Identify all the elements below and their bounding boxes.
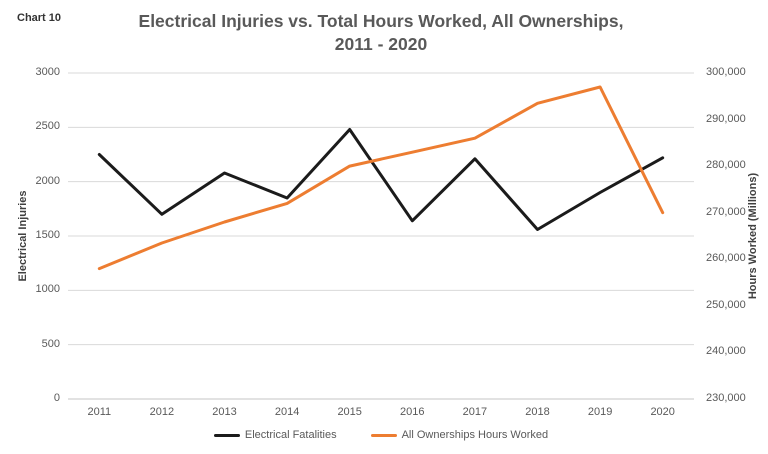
left-axis-tick: 500: [41, 337, 60, 350]
right-axis-tick: 230,000: [706, 392, 746, 404]
x-axis-tick: 2012: [149, 406, 175, 418]
right-axis-tick: 290,000: [706, 112, 746, 125]
legend-label-fatalities: Electrical Fatalities: [244, 429, 337, 441]
right-axis-tick: 280,000: [706, 159, 746, 172]
x-axis-tick: 2016: [400, 406, 425, 418]
chart-title: Electrical Injuries vs. Total Hours Work…: [68, 10, 694, 56]
chart-number-label: Chart 10: [17, 12, 62, 24]
fatalities-line-swatch-icon: [213, 433, 240, 437]
right-axis-tick: 270,000: [706, 205, 746, 218]
right-axis-tick: 250,000: [706, 298, 746, 311]
left-axis-tick: 1000: [35, 283, 60, 296]
right-axis-tick: 260,000: [706, 252, 746, 265]
right-axis-tick: 240,000: [706, 345, 746, 358]
x-axis-tick: 2011: [87, 406, 112, 418]
right-axis-tick: 300,000: [706, 66, 746, 78]
x-axis-tick: 2013: [212, 406, 237, 418]
legend: Electrical Fatalities All Ownerships Hou…: [68, 429, 694, 441]
legend-item-fatalities: Electrical Fatalities: [213, 429, 337, 441]
x-axis-tick: 2019: [587, 406, 613, 418]
left-axis-tick: 2500: [35, 120, 60, 133]
left-axis-tick: 2000: [35, 174, 60, 187]
left-axis-tick: 3000: [35, 66, 60, 78]
right-axis-title: Hours Worked (Millions): [747, 172, 759, 300]
left-axis-title: Electrical Injuries: [17, 190, 29, 282]
series-line-electrical-fatalities: [97, 128, 665, 231]
left-axis-tick: 1500: [35, 229, 60, 241]
legend-item-hours-worked: All Ownerships Hours Worked: [370, 429, 549, 441]
x-axis-tick: 2015: [337, 406, 362, 418]
series-line-hours-worked: [97, 85, 665, 271]
x-axis-tick: 2017: [462, 406, 488, 418]
x-axis-tick: 2014: [274, 406, 300, 418]
legend-label-hours-worked: All Ownerships Hours Worked: [401, 429, 549, 441]
hours-worked-line-swatch-icon: [370, 433, 397, 437]
chart-title-line2: 2011 - 2020: [334, 34, 428, 54]
left-axis-tick: 0: [53, 392, 60, 404]
chart-title-line1: Electrical Injuries vs. Total Hours Work…: [138, 11, 624, 31]
x-axis-tick: 2020: [650, 406, 675, 418]
x-axis-tick: 2018: [525, 406, 550, 418]
